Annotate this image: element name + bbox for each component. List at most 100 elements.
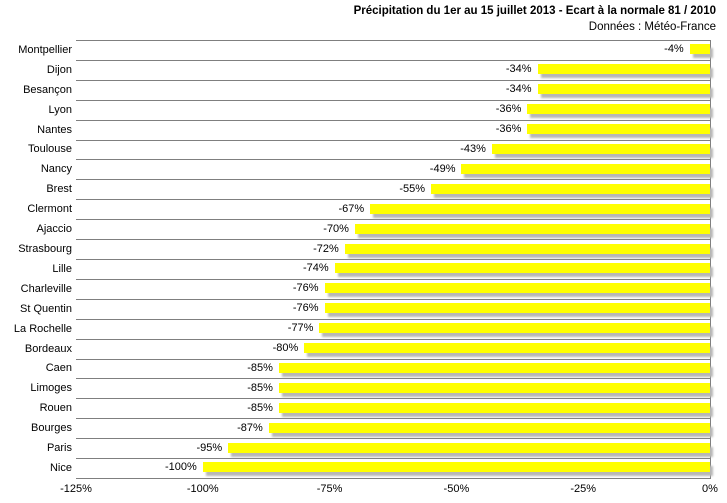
y-axis-label: Limoges [30,382,72,395]
bar-wrap: -80% [273,340,710,359]
bar-row: -67% [76,200,710,221]
bar-row: -4% [76,41,710,61]
bar-value-label: -34% [505,83,532,96]
bar [304,343,710,354]
bar-value-label: -85% [247,361,273,374]
bar-wrap: -74% [303,260,710,279]
bar [354,223,710,234]
bar-wrap: -77% [288,320,710,339]
bar-wrap: -95% [196,439,710,458]
bar-row: -85% [76,399,710,420]
bar-wrap: -85% [247,379,710,398]
bar [537,84,710,95]
bar [537,64,710,75]
bar-wrap: -72% [313,240,710,259]
bar-row: -74% [76,260,710,280]
bar [228,442,710,453]
bar-wrap: -76% [293,280,710,299]
bar-wrap: -70% [323,220,710,239]
bar-value-label: -77% [287,322,314,335]
bar-value-label: -85% [247,381,273,394]
bar [268,422,710,433]
bar-row: -100% [76,459,710,479]
bar-row: -72% [76,240,710,260]
y-axis-label: Paris [46,442,72,455]
bar-value-label: -36% [495,103,522,116]
bar [370,203,710,214]
bar-row: -34% [76,61,710,81]
bar-wrap: -34% [506,81,710,100]
bar [278,402,710,413]
bar-value-label: -34% [505,63,532,76]
y-axis-label: Besançon [23,83,72,96]
y-axis-label: Nancy [40,163,72,176]
bar [202,462,710,473]
bar-row: -87% [76,419,710,440]
bar-wrap: -34% [506,61,710,80]
y-axis-label: Clermont [27,203,72,216]
y-axis-label: Bourges [31,422,72,435]
bar [431,183,710,194]
y-axis-label: Nice [49,461,72,474]
bar-value-label: -4% [664,43,684,56]
bar-wrap: -67% [339,200,710,219]
y-axis-labels: Montpellier Dijon Besançon Lyon Nantes Toulou… [0,40,72,478]
y-axis-label: Lyon [48,103,72,116]
bar-row: -76% [76,280,710,300]
x-axis-label: -100% [186,483,219,495]
bar-value-label: -49% [429,162,456,175]
bar-wrap: -87% [237,419,710,438]
bar-row: -43% [76,141,710,161]
chart-subtitle: Données : Météo-France [588,21,716,33]
bar [278,362,710,373]
y-axis-label: Ajaccio [36,223,72,236]
y-axis-label: Rouen [39,402,72,415]
x-axis-label: 0% [702,483,718,495]
y-axis-label: Brest [46,183,72,196]
bar-value-label: -87% [237,421,263,434]
bar [324,283,710,294]
y-axis-label: Charleville [20,282,72,295]
bar-wrap: -100% [165,459,710,478]
bar [344,243,710,254]
y-axis-label: Bordeaux [24,342,72,355]
bar [689,44,710,55]
bar [319,323,710,334]
bar-row: -76% [76,300,710,320]
bar-value-label: -43% [460,142,486,155]
y-axis-label: Strasbourg [18,243,72,256]
bar-row: -34% [76,81,710,101]
y-axis-label: Lille [52,262,72,275]
plot-area: -4% -34% -34% -36% -36% -43% -49% -55% -67% -70% -… [76,40,711,479]
bar-wrap: -49% [430,160,710,179]
bar-row: -70% [76,220,710,241]
bar-value-label: -85% [247,401,273,414]
bar-row: -80% [76,340,710,360]
bar [334,263,710,274]
x-axis-label: -50% [443,483,470,495]
bar-row: -49% [76,160,710,181]
bar-wrap: -43% [460,141,710,160]
bar [527,124,710,135]
bar-row: -85% [76,379,710,400]
y-axis-label: Dijon [46,63,72,76]
y-axis-label: Montpellier [18,43,72,56]
bar-row: -95% [76,439,710,460]
bar-row: -77% [76,320,710,340]
bar-wrap: -85% [247,399,710,418]
bar-row: -36% [76,121,710,141]
bar [491,143,710,154]
y-axis-label: Nantes [37,123,72,136]
bar-wrap: -36% [496,121,710,140]
bar-value-label: -70% [323,222,349,235]
bar-value-label: -74% [303,262,329,275]
bar-value-label: -76% [292,302,319,315]
bar-wrap: -55% [399,180,710,199]
x-axis-label: -25% [570,483,597,495]
bar-value-label: -36% [495,123,522,136]
y-axis-label: Toulouse [27,143,72,156]
bar-value-label: -80% [272,342,299,355]
bar [278,382,710,393]
bar-wrap: -76% [293,300,710,319]
